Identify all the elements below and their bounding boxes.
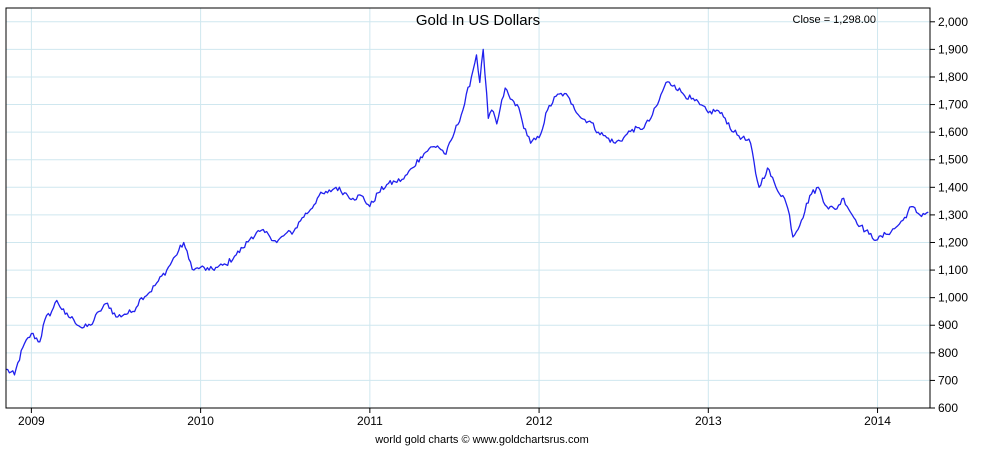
x-tick-label: 2012	[526, 414, 553, 428]
plot-frame	[5, 7, 931, 409]
y-tick-label: 1,800	[938, 70, 968, 84]
y-tick-label: 1,100	[938, 263, 968, 277]
y-tick-label: 1,300	[938, 208, 968, 222]
chart-title: Gold In US Dollars	[416, 12, 540, 29]
source-credit: world gold charts © www.goldchartsrus.co…	[374, 434, 589, 446]
y-tick-label: 1,600	[938, 125, 968, 139]
x-tick-label: 2009	[18, 414, 45, 428]
x-tick-label: 2011	[357, 414, 383, 428]
y-axis: 600 700 800 900 1,000 1,100 1,200 1,300 1,400 1,5…	[930, 15, 968, 415]
y-tick-label: 1,400	[938, 180, 968, 194]
close-value-label: Close = 1,298.00	[793, 14, 876, 26]
y-tick-label: 1,200	[938, 235, 968, 249]
x-axis: 2009 2010 2011 2012 2013 2014	[18, 408, 891, 428]
grid-lines	[6, 8, 930, 409]
x-tick-label: 2010	[187, 414, 214, 428]
x-tick-label: 2014	[864, 414, 891, 428]
y-tick-label: 2,000	[938, 15, 968, 29]
y-tick-label: 800	[938, 346, 958, 360]
y-tick-label: 1,900	[938, 42, 968, 56]
plot-area	[6, 8, 930, 408]
gold-price-line	[5, 48, 929, 376]
y-tick-label: 700	[938, 373, 958, 387]
y-tick-label: 900	[938, 318, 958, 332]
x-tick-label: 2013	[695, 414, 722, 428]
y-tick-label: 1,700	[938, 98, 968, 112]
y-tick-label: 1,000	[938, 291, 968, 305]
y-tick-label: 600	[938, 401, 958, 415]
y-tick-label: 1,500	[938, 153, 968, 167]
